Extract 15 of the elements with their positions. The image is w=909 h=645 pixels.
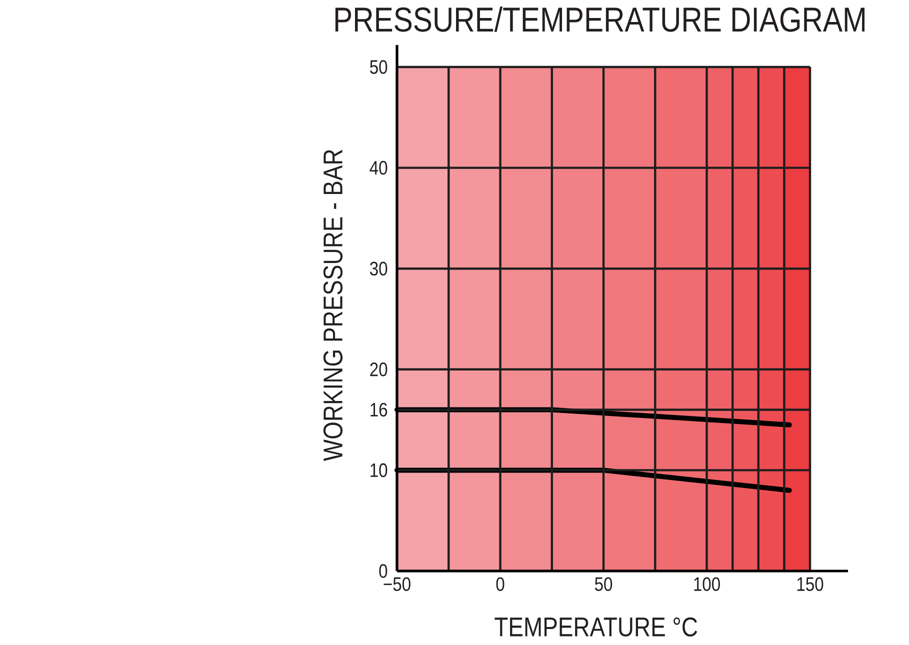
x-tick-label: 100 xyxy=(694,577,720,592)
y-tick-label: 10 xyxy=(370,463,388,478)
y-axis-title: WORKING PRESSURE - BAR xyxy=(323,150,343,461)
chart-title: PRESSURE/TEMPERATURE DIAGRAM xyxy=(335,6,865,32)
x-tick-label: −50 xyxy=(384,577,410,592)
y-tick-label: 20 xyxy=(370,362,388,376)
x-tick-label: 150 xyxy=(797,577,824,592)
x-tick-label: 0 xyxy=(496,577,504,592)
x-tick-label: 50 xyxy=(594,577,612,592)
y-tick-label: 0 xyxy=(379,564,388,578)
y-tick-label: 50 xyxy=(370,60,388,74)
x-axis-title: TEMPERATURE °C xyxy=(494,617,698,637)
y-tick-label: 16 xyxy=(370,402,388,417)
y-tick-label: 40 xyxy=(370,160,388,175)
y-tick-label: 30 xyxy=(370,262,388,276)
